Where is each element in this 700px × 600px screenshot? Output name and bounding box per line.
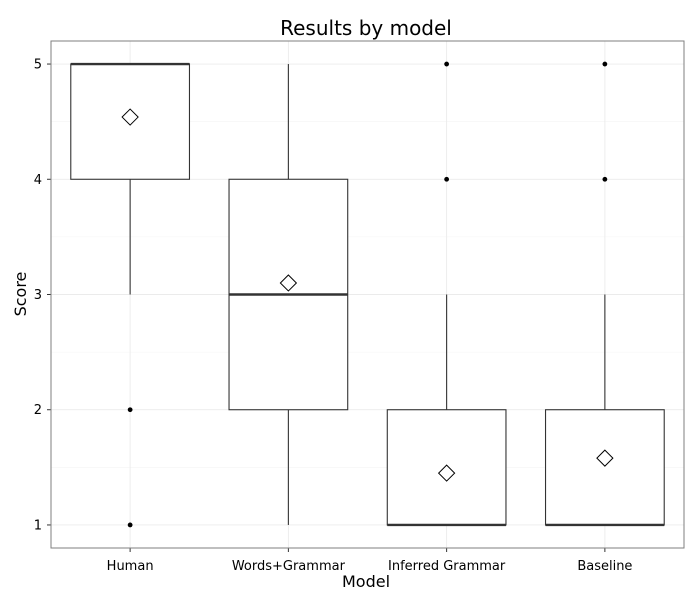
box — [544, 409, 665, 526]
mean-marker — [437, 464, 456, 482]
y-axis-title: Score — [11, 272, 30, 317]
outlier-point — [602, 176, 608, 182]
outlier-point — [127, 407, 133, 413]
chart-title: Results by model — [280, 16, 452, 40]
y-tick-label: 1 — [34, 518, 42, 533]
plot-border — [50, 40, 685, 549]
y-tick-label: 2 — [34, 403, 42, 418]
mean-marker — [279, 274, 298, 292]
mean-marker — [121, 108, 139, 126]
mean-marker — [596, 449, 614, 467]
x-tick-label: Human — [107, 559, 154, 574]
y-tick-label: 5 — [34, 58, 42, 73]
x-tick-label: Words+Grammar — [232, 559, 346, 574]
x-tick-label: Inferred Grammar — [388, 559, 506, 574]
x-axis-title: Model — [342, 572, 390, 591]
outlier-point — [602, 61, 608, 67]
y-tick-label: 4 — [34, 173, 42, 188]
outlier-point — [444, 176, 450, 182]
outlier-point — [127, 522, 133, 528]
outlier-point — [444, 61, 450, 67]
x-tick-label: Baseline — [577, 559, 632, 574]
y-tick-label: 3 — [34, 288, 42, 303]
